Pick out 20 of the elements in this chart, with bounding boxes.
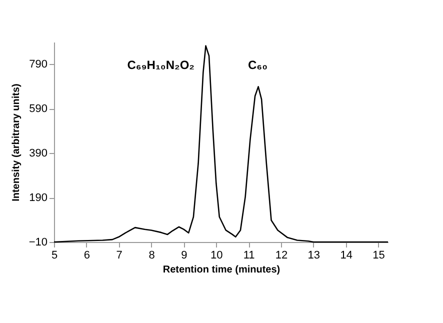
y-tick-label: −10: [28, 236, 48, 248]
y-tick-label: 190: [29, 192, 48, 204]
x-tick-label: 7: [116, 250, 122, 262]
y-tick-label: 390: [29, 148, 48, 160]
annotation: C₆₉H₁₀N₂O₂: [127, 58, 194, 72]
x-axis-title: Retention time (minutes): [162, 264, 280, 276]
x-tick-label: 9: [181, 250, 188, 262]
y-tick-label: 790: [29, 58, 48, 71]
x-tick-label: 6: [84, 250, 90, 262]
x-tick-label: 5: [51, 250, 58, 262]
x-tick-label: 10: [210, 250, 223, 262]
x-tick-label: 15: [372, 250, 385, 262]
y-tick-label: 590: [29, 103, 48, 116]
x-tick-label: 14: [340, 250, 352, 262]
x-tick-label: 11: [243, 250, 255, 262]
x-tick-label: 12: [275, 250, 288, 262]
x-tick-label: 13: [308, 250, 320, 262]
annotation: C₆₀: [248, 58, 268, 72]
y-axis-title: Intensity (arbitrary units): [10, 84, 22, 202]
x-tick-label: 8: [148, 250, 155, 262]
